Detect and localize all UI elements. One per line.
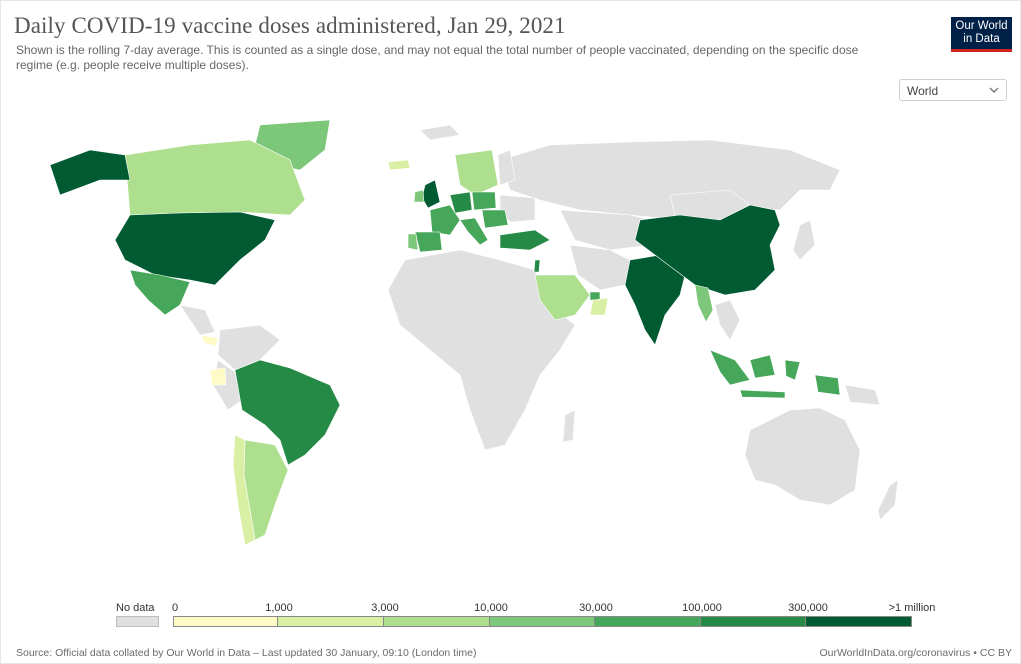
world-map[interactable]: [30, 110, 950, 560]
legend-color-bar: [173, 616, 912, 627]
country-chile[interactable]: [232, 434, 256, 546]
legend-tick-label: 0: [171, 602, 179, 614]
country-germany[interactable]: [449, 191, 473, 214]
country-united-states[interactable]: [114, 211, 276, 286]
country-china[interactable]: [634, 204, 781, 296]
country-thailand[interactable]: [714, 299, 741, 341]
country-indonesia-borneo[interactable]: [749, 354, 776, 379]
country-ukraine[interactable]: [499, 194, 536, 223]
logo-accent-bar: [951, 49, 1012, 52]
country-central-america[interactable]: [179, 304, 216, 336]
legend-tick-label: 3,000: [371, 602, 399, 614]
country-portugal[interactable]: [407, 233, 419, 251]
legend-bin-1[interactable]: [278, 616, 384, 627]
country-oman[interactable]: [589, 297, 609, 316]
country-brazil[interactable]: [234, 359, 341, 466]
country-papua-new-guinea[interactable]: [844, 384, 881, 406]
country-myanmar[interactable]: [694, 284, 714, 323]
country-svalbard[interactable]: [419, 124, 461, 141]
country-japan[interactable]: [792, 219, 816, 261]
country-france[interactable]: [429, 204, 461, 236]
country-australia[interactable]: [744, 407, 861, 506]
legend-no-data-label: No data: [116, 602, 155, 614]
country-bolivia[interactable]: [209, 367, 227, 386]
country-indonesia-java[interactable]: [739, 389, 786, 399]
legend-bin-6[interactable]: [806, 616, 912, 627]
country-mexico[interactable]: [129, 269, 191, 316]
owid-logo[interactable]: Our World in Data: [951, 17, 1012, 52]
country-romania[interactable]: [481, 209, 509, 229]
country-madagascar[interactable]: [562, 409, 576, 443]
country-panama[interactable]: [201, 334, 219, 347]
logo-line-2: in Data: [963, 33, 1000, 45]
country-new-zealand[interactable]: [877, 479, 899, 521]
chevron-down-icon: [989, 87, 999, 93]
legend-bin-2[interactable]: [384, 616, 490, 627]
legend-bin-4[interactable]: [595, 616, 701, 627]
legend-bin-3[interactable]: [490, 616, 595, 627]
country-finland[interactable]: [497, 149, 516, 186]
country-alaska[interactable]: [49, 149, 131, 196]
legend-bin-0[interactable]: [173, 616, 278, 627]
legend-tick-label: 10,000: [474, 602, 508, 614]
country-iceland[interactable]: [387, 159, 411, 171]
country-poland[interactable]: [471, 191, 497, 211]
country-russia[interactable]: [499, 139, 841, 221]
country-spain[interactable]: [414, 231, 443, 253]
country-turkey[interactable]: [499, 229, 551, 251]
legend-tick-label: >1 million: [888, 602, 936, 614]
chart-subtitle: Shown is the rolling 7-day average. This…: [16, 43, 859, 72]
country-united-kingdom[interactable]: [421, 179, 441, 209]
country-israel[interactable]: [533, 259, 541, 273]
country-ireland[interactable]: [413, 189, 425, 203]
logo-line-1: Our World: [955, 20, 1008, 32]
legend-tick-label: 100,000: [682, 602, 722, 614]
no-data-countries: [179, 124, 899, 521]
country-indonesia-sulawesi[interactable]: [784, 359, 801, 381]
chart-title: Daily COVID-19 vaccine doses administere…: [14, 13, 566, 38]
source-note[interactable]: Source: Official data collated by Our Wo…: [16, 647, 477, 659]
legend-no-data-swatch[interactable]: [116, 616, 159, 627]
country-africa[interactable]: [387, 249, 576, 451]
region-select[interactable]: World: [899, 79, 1007, 101]
country-norway-sweden[interactable]: [454, 149, 499, 196]
legend-tick-label: 1,000: [265, 602, 293, 614]
country-indonesia-papua[interactable]: [814, 374, 841, 396]
region-select-value: World: [907, 84, 939, 98]
country-italy[interactable]: [459, 217, 489, 246]
legend-tick-label: 30,000: [579, 602, 613, 614]
legend-tick-label: 300,000: [788, 602, 828, 614]
country-indonesia[interactable]: [709, 349, 751, 386]
legend-bin-5[interactable]: [701, 616, 806, 627]
credit-link[interactable]: OurWorldInData.org/coronavirus • CC BY: [819, 647, 1012, 659]
country-saudi-arabia[interactable]: [534, 274, 591, 321]
country-uae[interactable]: [589, 291, 601, 301]
